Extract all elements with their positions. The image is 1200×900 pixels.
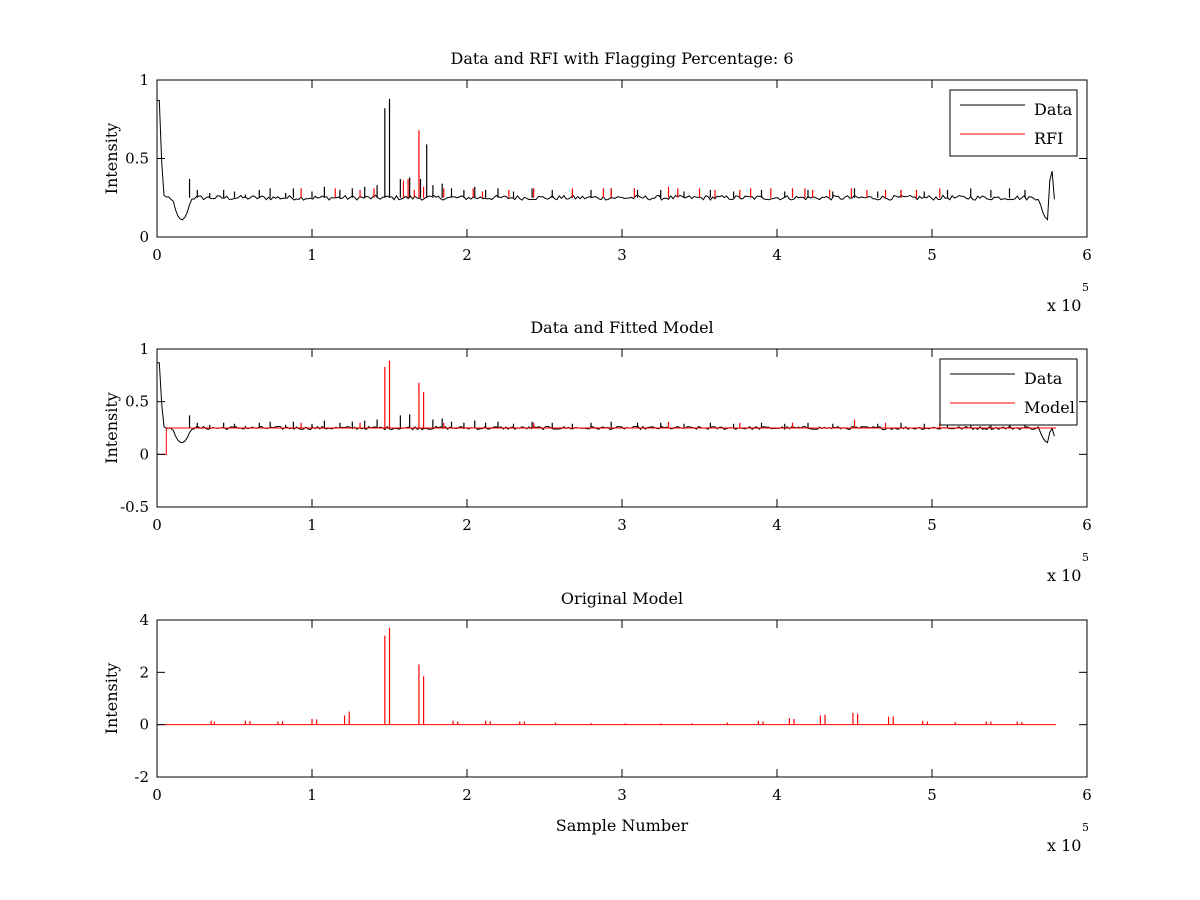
x-exponent-power: 5 <box>1082 551 1089 564</box>
y-tick-label: -2 <box>134 768 149 786</box>
x-exponent-power: 5 <box>1082 821 1089 834</box>
legend-label-model: Model <box>1024 398 1075 417</box>
x-exponent: x 105 <box>1047 281 1089 315</box>
x-tick-label: 2 <box>462 786 472 804</box>
x-tick-label: 4 <box>772 516 782 534</box>
legend-label-data: Data <box>1034 100 1073 119</box>
axes-box <box>156 619 1088 778</box>
x-tick-label: 3 <box>617 246 627 264</box>
x-tick-label: 6 <box>1082 516 1092 534</box>
y-axis-label: Intensity <box>102 392 121 464</box>
x-exponent-base: x 10 <box>1047 566 1081 585</box>
legend-box <box>949 89 1078 157</box>
chart-title: Original Model <box>561 589 683 608</box>
series-model <box>157 627 1056 726</box>
model-baseline <box>157 427 1056 455</box>
chart-title: Data and RFI with Flagging Percentage: 6 <box>450 49 793 68</box>
x-tick-label: 2 <box>462 246 472 264</box>
x-tick-label: 1 <box>307 786 317 804</box>
legend-label-data: Data <box>1024 369 1063 388</box>
y-axis-label: Intensity <box>102 123 121 195</box>
x-exponent-power: 5 <box>1082 281 1089 294</box>
plot-area <box>157 98 1055 221</box>
axes-box <box>156 79 1088 238</box>
y-tick-label: 4 <box>139 611 149 629</box>
y-axis-label: Intensity <box>102 663 121 735</box>
x-tick-label: 3 <box>617 786 627 804</box>
y-tick-label: 0 <box>139 716 149 734</box>
data-line <box>157 99 1055 221</box>
x-tick-label: 0 <box>152 516 162 534</box>
legend-label-rfi: RFI <box>1034 129 1063 148</box>
y-tick-label: -0.5 <box>120 498 149 516</box>
plot-area <box>157 360 1056 455</box>
x-exponent: x 105 <box>1047 821 1089 855</box>
legend: Data RFI <box>949 89 1078 157</box>
series-rfi <box>300 130 941 198</box>
x-tick-label: 4 <box>772 786 782 804</box>
x-tick-label: 4 <box>772 246 782 264</box>
x-tick-label: 6 <box>1082 786 1092 804</box>
chart-title: Data and Fitted Model <box>530 318 713 337</box>
x-exponent-base: x 10 <box>1047 296 1081 315</box>
x-tick-label: 3 <box>617 516 627 534</box>
x-tick-label: 2 <box>462 516 472 534</box>
x-tick-label: 5 <box>927 516 937 534</box>
plot-area <box>157 627 1056 726</box>
series-data <box>157 98 1055 221</box>
x-axis-label: Sample Number <box>556 816 689 835</box>
y-tick-label: 1 <box>139 340 149 358</box>
y-tick-label: 0.5 <box>125 150 149 168</box>
y-tick-label: 1 <box>139 71 149 89</box>
x-tick-label: 1 <box>307 246 317 264</box>
x-exponent-base: x 10 <box>1047 836 1081 855</box>
data-line <box>157 362 1055 444</box>
x-tick-label: 5 <box>927 786 937 804</box>
y-tick-label: 0 <box>139 445 149 463</box>
x-tick-label: 6 <box>1082 246 1092 264</box>
x-tick-label: 1 <box>307 516 317 534</box>
y-tick-label: 2 <box>139 663 149 681</box>
series-model <box>157 360 1056 455</box>
series-data <box>157 362 1055 444</box>
x-exponent: x 105 <box>1047 551 1089 585</box>
legend: Data Model <box>939 358 1078 426</box>
x-tick-label: 0 <box>152 786 162 804</box>
y-tick-label: 0 <box>139 228 149 246</box>
x-tick-label: 5 <box>927 246 937 264</box>
x-tick-label: 0 <box>152 246 162 264</box>
y-tick-label: 0.5 <box>125 393 149 411</box>
legend-box <box>939 358 1078 426</box>
